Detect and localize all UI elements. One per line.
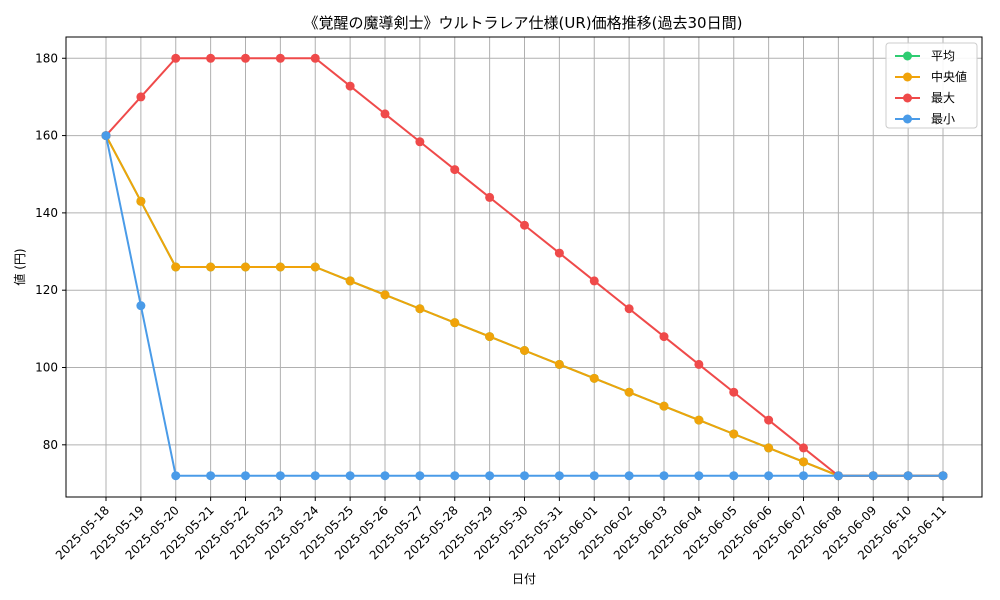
data-point xyxy=(485,332,495,342)
data-point xyxy=(589,373,599,383)
data-point xyxy=(450,471,460,481)
data-point xyxy=(485,471,495,481)
data-point xyxy=(345,471,355,481)
data-point xyxy=(659,471,669,481)
data-point xyxy=(380,471,390,481)
data-point xyxy=(101,131,111,141)
legend-item-2: 最大 xyxy=(895,91,955,105)
data-point xyxy=(310,53,320,63)
data-point xyxy=(380,290,390,300)
data-point xyxy=(729,471,739,481)
data-point xyxy=(694,359,704,369)
data-point xyxy=(554,471,564,481)
data-point xyxy=(450,165,460,175)
data-point xyxy=(764,471,774,481)
data-point xyxy=(764,415,774,425)
data-point xyxy=(171,262,181,272)
data-point xyxy=(589,276,599,286)
data-point xyxy=(624,471,634,481)
series-layer xyxy=(101,53,948,481)
data-point xyxy=(868,471,878,481)
grid xyxy=(66,37,982,497)
data-point xyxy=(275,262,285,272)
data-point xyxy=(799,471,808,481)
data-point xyxy=(659,401,669,411)
data-point xyxy=(275,53,285,63)
data-point xyxy=(415,137,425,147)
legend-marker xyxy=(903,93,912,103)
data-point xyxy=(799,443,808,453)
legend-marker xyxy=(903,114,912,124)
data-point xyxy=(241,471,250,481)
data-point xyxy=(799,457,808,467)
data-point xyxy=(520,471,529,481)
legend-item-3: 最小 xyxy=(895,112,955,126)
legend-label: 最小 xyxy=(931,112,955,126)
y-tick-label: 80 xyxy=(43,438,58,452)
legend-marker xyxy=(903,72,912,82)
data-point xyxy=(764,443,774,453)
data-point xyxy=(171,53,181,63)
data-point xyxy=(206,471,216,481)
data-point xyxy=(241,53,250,63)
data-point xyxy=(450,318,460,328)
y-axis-label: 値 (円) xyxy=(12,248,27,285)
data-point xyxy=(380,109,390,119)
data-point xyxy=(310,471,320,481)
data-point xyxy=(171,471,181,481)
data-point xyxy=(589,471,599,481)
data-point xyxy=(624,304,634,314)
data-point xyxy=(136,301,146,311)
data-point xyxy=(833,471,843,481)
data-point xyxy=(206,53,216,63)
data-point xyxy=(554,359,564,369)
data-point xyxy=(729,429,739,439)
data-point xyxy=(938,471,948,481)
data-point xyxy=(136,196,146,206)
x-axis-label: 日付 xyxy=(512,572,536,586)
data-point xyxy=(345,276,355,286)
y-tick-label: 140 xyxy=(35,206,58,220)
data-point xyxy=(485,192,495,202)
data-point xyxy=(275,471,285,481)
y-tick-label: 100 xyxy=(35,361,58,375)
legend-marker xyxy=(903,51,912,61)
legend-label: 平均 xyxy=(931,49,955,63)
data-point xyxy=(136,92,146,102)
chart-title: 《覚醒の魔導剣士》ウルトラレア仕様(UR)価格推移(過去30日間) xyxy=(304,14,743,32)
y-tick-label: 180 xyxy=(35,51,58,65)
data-point xyxy=(903,471,913,481)
data-point xyxy=(206,262,216,272)
legend-item-0: 平均 xyxy=(895,49,955,63)
data-point xyxy=(624,387,634,397)
y-tick-label: 160 xyxy=(35,129,58,143)
legend-item-1: 中央値 xyxy=(895,69,967,84)
y-axis: 80 100 120 140 160 180 xyxy=(35,51,66,452)
data-point xyxy=(415,471,425,481)
data-point xyxy=(694,471,704,481)
legend-box xyxy=(885,42,978,129)
data-point xyxy=(241,262,250,272)
series-3 xyxy=(101,131,948,481)
legend-label: 最大 xyxy=(931,91,955,105)
data-point xyxy=(694,415,704,425)
data-point xyxy=(415,304,425,314)
data-point xyxy=(520,220,529,230)
legend-label: 中央値 xyxy=(931,69,967,84)
data-point xyxy=(520,345,529,355)
data-point xyxy=(345,81,355,91)
y-tick-label: 120 xyxy=(35,283,58,297)
data-point xyxy=(659,332,669,342)
data-point xyxy=(554,248,564,258)
data-point xyxy=(729,387,739,397)
x-axis: 2025-05-182025-05-192025-05-202025-05-21… xyxy=(53,497,949,562)
data-point xyxy=(310,262,320,272)
